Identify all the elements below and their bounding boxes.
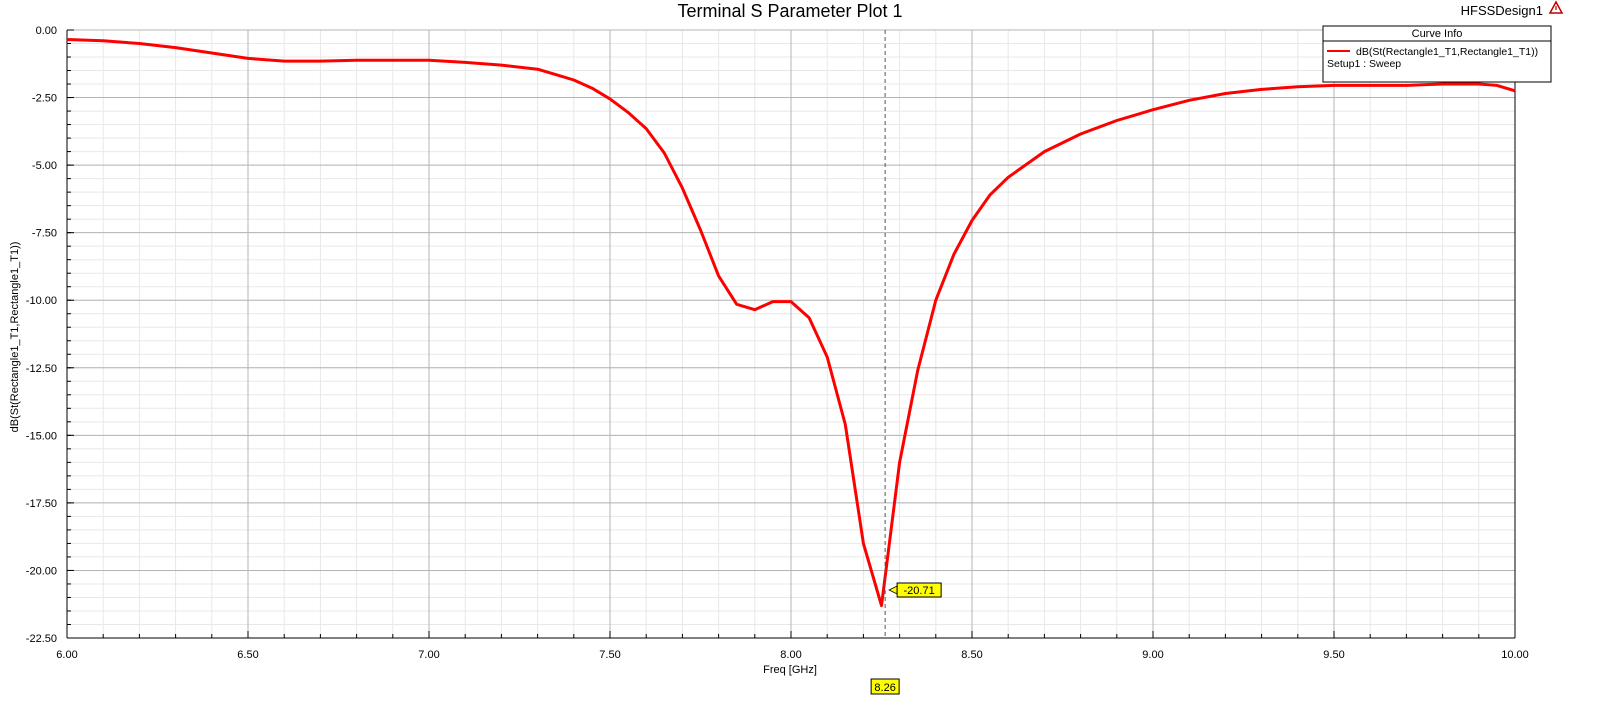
marker-x-flag[interactable] [870,678,900,695]
y-tick-label: -20.00 [26,565,57,577]
x-tick-label: 8.50 [961,649,982,661]
legend-box [1322,25,1552,83]
x-tick-label: 6.00 [56,649,77,661]
x-tick-label: 6.50 [237,649,258,661]
y-tick-label: -12.50 [26,363,57,375]
x-tick-label: 8.00 [780,649,801,661]
x-tick-label: 7.00 [418,649,439,661]
y-tick-label: -7.50 [32,228,57,240]
y-tick-label: -10.00 [26,295,57,307]
plot-axes [66,29,1516,639]
x-axis-label: Freq [GHz] [763,664,817,676]
legend-title: Curve Info [1412,28,1463,40]
x-tick-label: 9.50 [1323,649,1344,661]
series-layer [66,38,1516,608]
y-axis-label: dB(St(Rectangle1_T1,Rectangle1_T1)) [9,242,21,433]
x-tick-label: 9.00 [1142,649,1163,661]
legend-setup-label: Setup1 : Sweep [1327,58,1401,70]
x-tick-label: 10.00 [1501,649,1529,661]
marker-y-flag[interactable] [896,582,942,598]
y-tick-label: -15.00 [26,430,57,442]
chart-title: Terminal S Parameter Plot 1 [677,1,902,21]
series-line [66,38,1516,608]
y-tick-label: -5.00 [32,160,57,172]
legend-curve-label: dB(St(Rectangle1_T1,Rectangle1_T1)) [1356,46,1538,58]
y-tick-label: -2.50 [32,93,57,105]
marker-x-value: 8.26 [874,682,895,694]
y-tick-label: 0.00 [36,25,57,37]
warning-icon[interactable] [1548,0,1564,14]
marker-y-value: -20.71 [904,585,935,597]
design-name-label: HFSSDesign1 [1461,3,1543,18]
curve-info-legend[interactable]: Curve Info dB(St(Rectangle1_T1,Rectangle… [1322,25,1552,83]
tick-labels: 6.00 6.50 7.00 7.50 8.00 8.50 9.00 9.50 10.00 0.0… [26,25,1529,661]
y-tick-label: -17.50 [26,498,57,510]
x-tick-label: 7.50 [599,649,620,661]
marker-layer[interactable]: 8.26 -20.71 [870,30,942,695]
y-tick-label: -22.50 [26,633,57,645]
plot-grid [66,29,1516,639]
